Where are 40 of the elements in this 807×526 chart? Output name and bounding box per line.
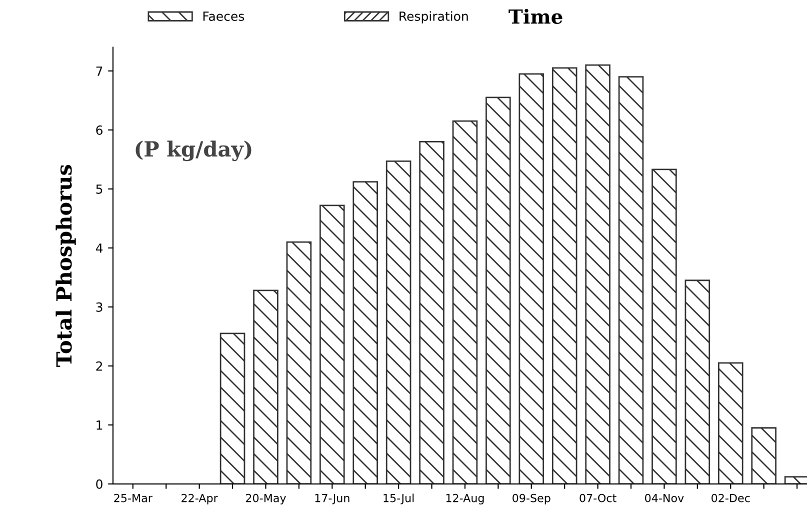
y-tick-label: 7 (96, 66, 102, 76)
bar (585, 64, 610, 484)
bar (253, 290, 278, 484)
bar (652, 168, 677, 484)
y-tick-label: 2 (96, 361, 102, 371)
y-tick-label: 6 (96, 125, 102, 135)
x-tick-label: 22-Apr (182, 494, 218, 504)
bar (751, 427, 776, 484)
bar (618, 76, 644, 484)
y-tick-label: 3 (96, 302, 102, 312)
chart-title: Time (508, 8, 562, 24)
annotation: (P kg/day) (136, 140, 252, 162)
bar (220, 332, 246, 484)
y-tick-label: 0 (96, 479, 102, 489)
x-tick-label: 04-Nov (645, 494, 684, 502)
bar (552, 67, 578, 484)
legend-label: Faeces (203, 12, 244, 21)
y-tick-label: 4 (96, 244, 103, 253)
x-tick-label: 12-Aug (446, 494, 484, 504)
bar (518, 73, 544, 484)
bar (386, 160, 412, 484)
x-tick-label: 25-Mar (114, 494, 152, 502)
x-tick-label: 02-Dec (712, 494, 750, 502)
x-tick-label: 15-Jul (384, 494, 414, 504)
x-tick-label: 17-Jun (315, 494, 350, 504)
x-tick-label: 07-Oct (580, 494, 616, 502)
bar (718, 362, 744, 484)
bar (319, 204, 345, 484)
x-tick-label: 09-Sep (512, 494, 550, 504)
bar (419, 141, 444, 484)
bar (352, 181, 378, 484)
legend-label: Respiration (400, 11, 468, 24)
bar (452, 120, 478, 484)
x-tick-label: 20-May (246, 494, 286, 504)
y-axis-title: Total Phosphorus (56, 164, 76, 367)
bar (684, 280, 710, 484)
y-tick-label: 1 (96, 420, 102, 430)
bar (286, 241, 312, 484)
y-tick-label: 5 (96, 184, 102, 194)
bar (486, 96, 511, 484)
